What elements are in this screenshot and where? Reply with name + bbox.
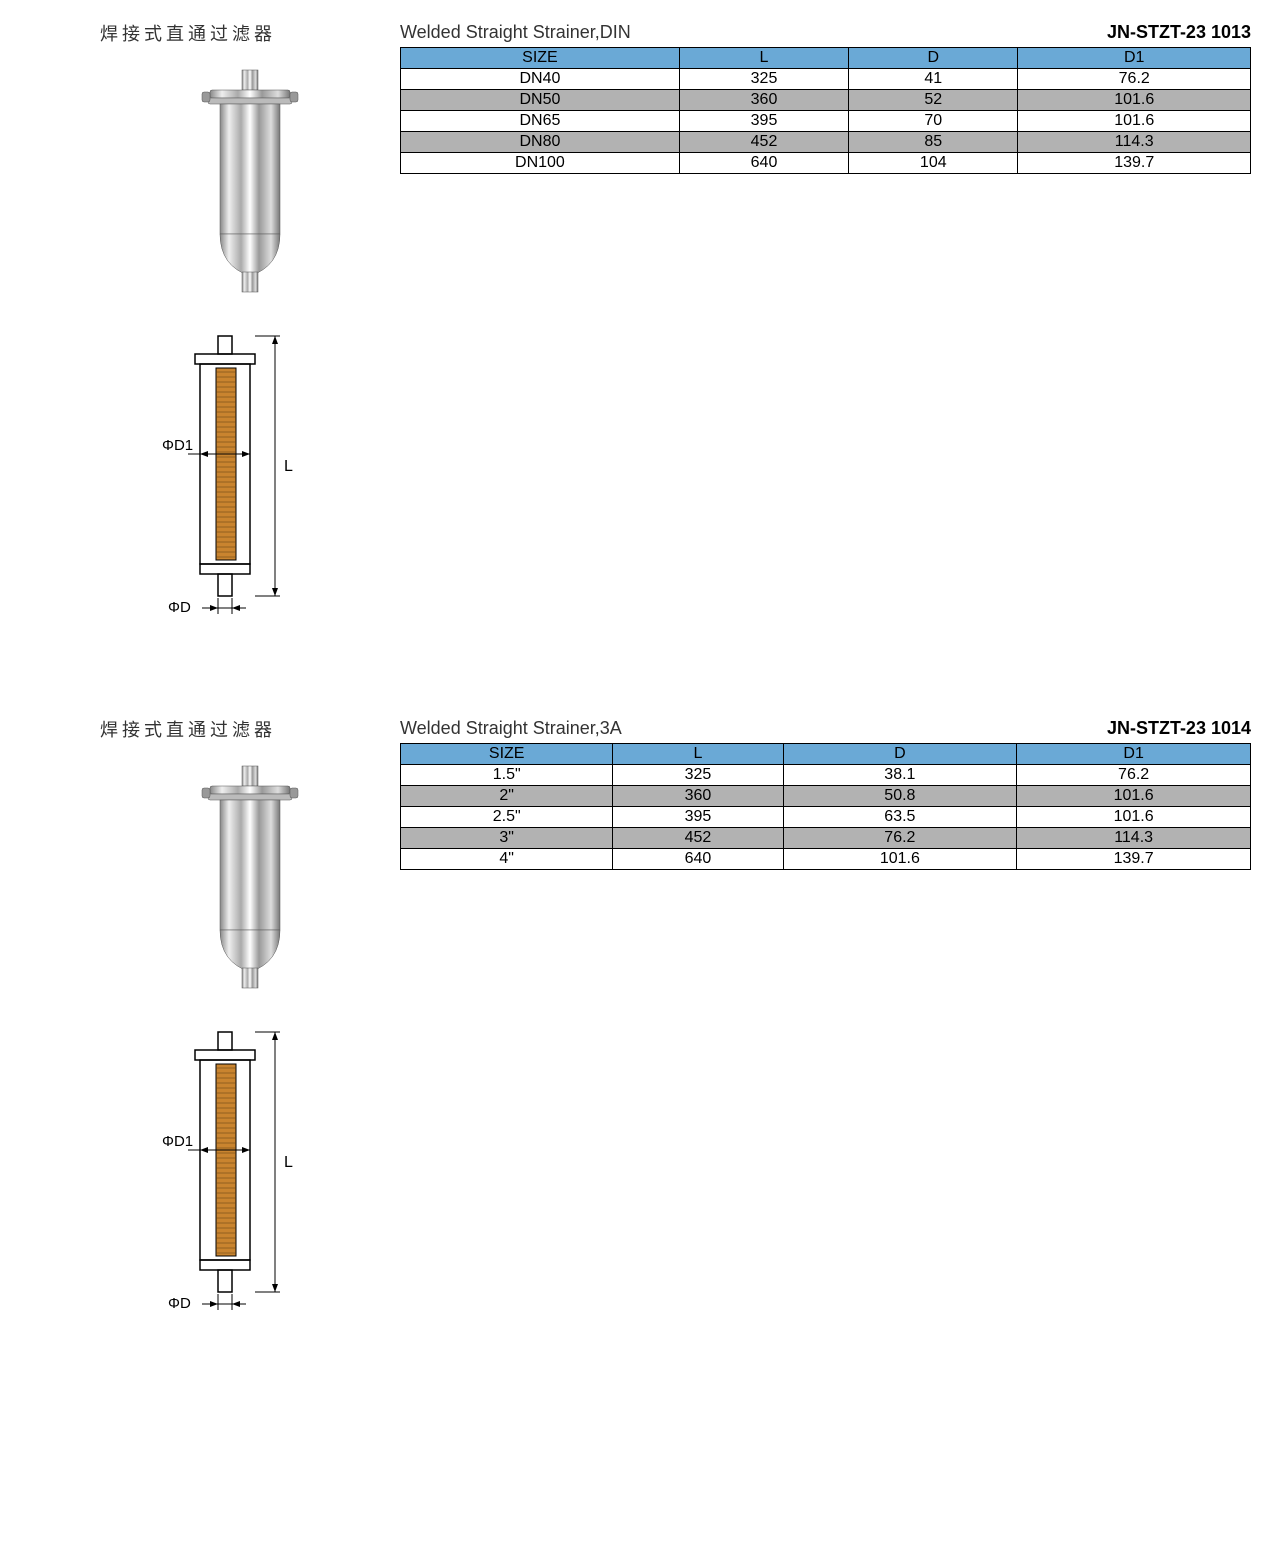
dimension-diagram: L ΦD1 ΦD (160, 1022, 340, 1322)
table-cell: 50.8 (783, 786, 1017, 807)
table-heading-row: Welded Straight Strainer,3A JN-STZT-23 1… (400, 718, 1251, 739)
table-row: DN8045285114.3 (401, 132, 1251, 153)
table-cell: 640 (679, 153, 848, 174)
table-header-cell: L (613, 744, 783, 765)
table-row: DN403254176.2 (401, 69, 1251, 90)
table-cell: 101.6 (1018, 111, 1251, 132)
right-column: Welded Straight Strainer,3A JN-STZT-23 1… (400, 716, 1251, 1352)
table-cell: 63.5 (783, 807, 1017, 828)
table-cell: 452 (679, 132, 848, 153)
table-row: DN5036052101.6 (401, 90, 1251, 111)
table-row: 1.5"32538.176.2 (401, 765, 1251, 786)
english-title: Welded Straight Strainer,DIN (400, 22, 631, 43)
product-section: 焊接式直通过滤器 (20, 716, 1251, 1352)
table-header-cell: D1 (1017, 744, 1251, 765)
dim-label-l: L (284, 1154, 293, 1171)
product-photo (190, 762, 310, 992)
table-cell: 360 (679, 90, 848, 111)
table-header-cell: L (679, 48, 848, 69)
table-cell: DN100 (401, 153, 680, 174)
spec-table: SIZELDD11.5"32538.176.22"36050.8101.62.5… (400, 743, 1251, 870)
table-cell: 452 (613, 828, 783, 849)
table-cell: 101.6 (1017, 786, 1251, 807)
table-cell: 395 (613, 807, 783, 828)
left-column: 焊接式直通过滤器 (20, 20, 400, 656)
table-cell: 101.6 (1017, 807, 1251, 828)
chinese-title: 焊接式直通过滤器 (100, 20, 400, 46)
dim-label-l: L (284, 458, 293, 475)
table-cell: 1.5" (401, 765, 613, 786)
part-number: JN-STZT-23 1013 (1107, 22, 1251, 43)
spec-table: SIZELDD1DN403254176.2DN5036052101.6DN653… (400, 47, 1251, 174)
table-cell: 2" (401, 786, 613, 807)
left-column: 焊接式直通过滤器 (20, 716, 400, 1352)
dim-label-d: ΦD (168, 1295, 191, 1312)
table-cell: 76.2 (1018, 69, 1251, 90)
table-header-cell: D (849, 48, 1018, 69)
dim-label-d1: ΦD1 (162, 437, 193, 454)
table-cell: 76.2 (1017, 765, 1251, 786)
dim-label-d1: ΦD1 (162, 1133, 193, 1150)
english-title: Welded Straight Strainer,3A (400, 718, 622, 739)
table-cell: 139.7 (1017, 849, 1251, 870)
table-cell: 114.3 (1017, 828, 1251, 849)
table-cell: DN65 (401, 111, 680, 132)
table-row: 3"45276.2114.3 (401, 828, 1251, 849)
table-row: 2.5"39563.5101.6 (401, 807, 1251, 828)
table-cell: 360 (613, 786, 783, 807)
table-cell: DN50 (401, 90, 680, 111)
table-cell: 104 (849, 153, 1018, 174)
table-cell: 114.3 (1018, 132, 1251, 153)
table-cell: DN40 (401, 69, 680, 90)
table-row: DN6539570101.6 (401, 111, 1251, 132)
table-cell: 101.6 (783, 849, 1017, 870)
table-row: DN100640104139.7 (401, 153, 1251, 174)
table-cell: 139.7 (1018, 153, 1251, 174)
table-cell: 325 (613, 765, 783, 786)
table-cell: 70 (849, 111, 1018, 132)
table-cell: 76.2 (783, 828, 1017, 849)
table-heading-row: Welded Straight Strainer,DIN JN-STZT-23 … (400, 22, 1251, 43)
table-cell: DN80 (401, 132, 680, 153)
table-header-cell: SIZE (401, 48, 680, 69)
table-row: 2"36050.8101.6 (401, 786, 1251, 807)
table-header-cell: SIZE (401, 744, 613, 765)
table-cell: 3" (401, 828, 613, 849)
table-cell: 640 (613, 849, 783, 870)
table-cell: 2.5" (401, 807, 613, 828)
table-cell: 41 (849, 69, 1018, 90)
table-row: 4"640101.6139.7 (401, 849, 1251, 870)
dim-label-d: ΦD (168, 599, 191, 616)
chinese-title: 焊接式直通过滤器 (100, 716, 400, 742)
table-cell: 52 (849, 90, 1018, 111)
product-photo (190, 66, 310, 296)
part-number: JN-STZT-23 1014 (1107, 718, 1251, 739)
table-cell: 85 (849, 132, 1018, 153)
table-header-cell: D (783, 744, 1017, 765)
table-header-cell: D1 (1018, 48, 1251, 69)
table-cell: 395 (679, 111, 848, 132)
product-section: 焊接式直通过滤器 (20, 20, 1251, 656)
table-cell: 4" (401, 849, 613, 870)
table-cell: 101.6 (1018, 90, 1251, 111)
right-column: Welded Straight Strainer,DIN JN-STZT-23 … (400, 20, 1251, 656)
table-cell: 325 (679, 69, 848, 90)
dimension-diagram: L ΦD1 ΦD (160, 326, 340, 626)
table-cell: 38.1 (783, 765, 1017, 786)
